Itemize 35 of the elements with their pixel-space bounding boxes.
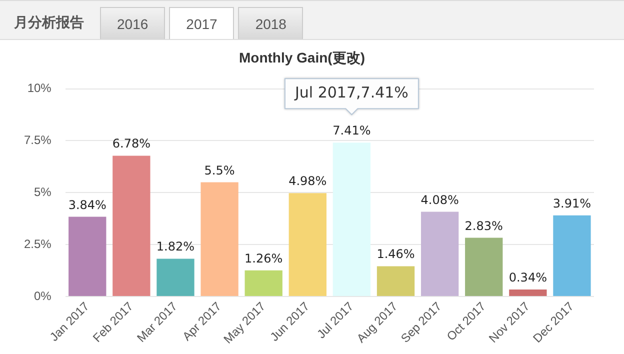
bar <box>200 182 238 296</box>
bar <box>332 142 371 296</box>
bar <box>376 266 415 296</box>
data-label: 1.82% <box>156 240 195 254</box>
data-label: 2.83% <box>464 218 503 233</box>
bar <box>68 216 106 296</box>
data-label: 4.08% <box>420 192 459 207</box>
text: 2016 <box>100 7 166 39</box>
bar <box>288 193 326 296</box>
bar <box>112 156 150 296</box>
data-label: 3.84% <box>68 198 106 212</box>
bar <box>420 212 459 296</box>
data-label: 5.5% <box>204 163 235 178</box>
data-label: 7.41% <box>332 124 371 138</box>
annotation: Jul 2017,7.41% <box>294 84 408 102</box>
data-label: 6.78% <box>112 136 150 151</box>
data-label: 4.98% <box>288 174 327 188</box>
bar <box>465 238 503 296</box>
chart-title: Monthly Gain(更改) <box>239 49 365 66</box>
y-tick-label: 0% <box>34 288 52 303</box>
bar <box>156 258 194 296</box>
data-label: 1.26% <box>244 251 283 266</box>
text: 2017 <box>169 7 234 39</box>
bar <box>509 289 547 296</box>
data-label: 3.91% <box>552 196 592 210</box>
text: 2018 <box>238 7 304 39</box>
y-tick-label: 5% <box>34 184 52 199</box>
bar <box>553 215 591 296</box>
text: 月分析报告 <box>13 13 85 32</box>
bar <box>244 270 282 296</box>
data-label: 0.34% <box>508 270 547 284</box>
y-tick-label: 2.5% <box>24 236 52 251</box>
data-label: 1.46% <box>376 247 415 262</box>
y-tick-label: 7.5% <box>24 133 52 148</box>
y-tick-label: 10% <box>27 81 52 96</box>
